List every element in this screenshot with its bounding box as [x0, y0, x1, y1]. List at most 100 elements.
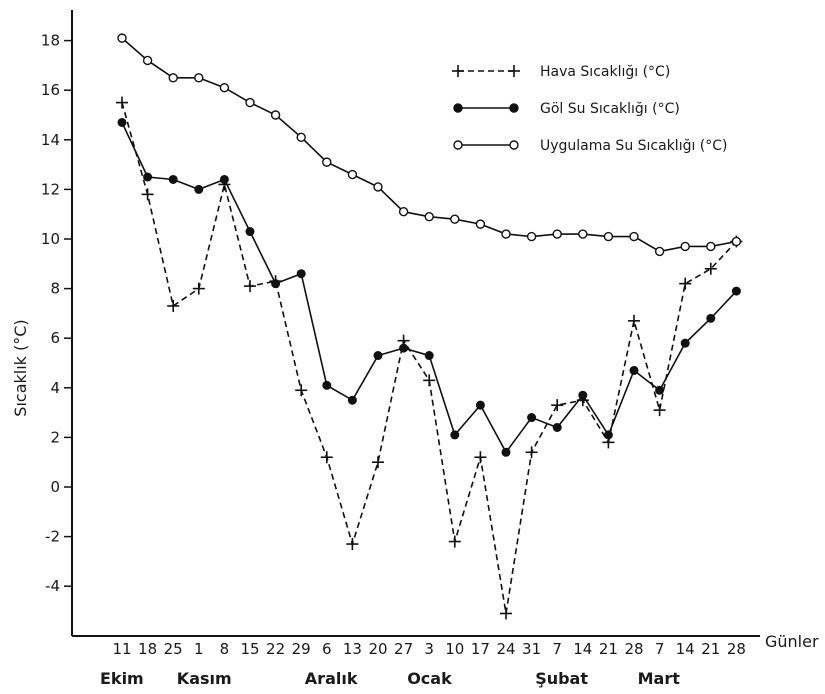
legend-marker [453, 103, 463, 113]
data-point [320, 451, 333, 464]
y-tick-label: 2 [50, 428, 60, 446]
x-tick-label: 1 [194, 640, 204, 658]
data-point [424, 211, 434, 222]
y-tick-label: 18 [41, 32, 60, 50]
data-point [552, 229, 562, 239]
series-line [121, 122, 737, 454]
y-tick-label: 8 [50, 280, 60, 298]
x-tick-label: 20 [368, 640, 387, 658]
x-tick-label: 11 [112, 640, 131, 658]
data-point [322, 157, 332, 167]
y-tick-label: 14 [41, 131, 60, 149]
x-tick-label: 8 [220, 640, 230, 658]
data-point [399, 343, 409, 353]
data-point [194, 184, 204, 194]
y-tick-label: 12 [41, 180, 60, 198]
legend-item: Hava Sıcaklığı (°C) [452, 64, 670, 80]
month-label: Şubat [535, 669, 588, 688]
y-axis: 18 16 14 12 10 8 6 4 2 0 -2 -4 [41, 10, 73, 636]
data-point [245, 227, 255, 237]
x-tick-label: 14 [573, 640, 592, 658]
data-point [322, 380, 332, 390]
data-point [603, 430, 613, 440]
data-point [116, 96, 128, 109]
data-point [526, 231, 537, 242]
month-label: Kasım [177, 669, 232, 688]
data-point [270, 110, 281, 120]
data-point [219, 83, 230, 93]
data-point [347, 395, 357, 405]
x-tick-label: 22 [266, 640, 285, 658]
data-point [295, 384, 308, 397]
y-tick-label: 10 [41, 230, 60, 248]
x-tick-label: 28 [624, 640, 643, 658]
data-point [578, 390, 588, 400]
data-point [501, 447, 511, 457]
data-point [474, 451, 487, 464]
x-tick-label: 7 [552, 640, 562, 658]
y-tick-label: 0 [50, 478, 60, 496]
legend: Hava Sıcaklığı (°C) Göl Su Sıcaklığı (°C)… [452, 64, 728, 154]
data-point [578, 229, 588, 239]
data-point [194, 73, 204, 83]
data-point [117, 117, 127, 127]
data-point [629, 365, 639, 375]
data-point [373, 351, 383, 361]
data-point [168, 73, 178, 83]
data-point [679, 277, 692, 290]
data-point [296, 269, 306, 279]
data-point [142, 55, 153, 66]
data-point [372, 456, 384, 469]
data-point [706, 241, 716, 252]
series-2 [117, 117, 741, 457]
data-point [655, 385, 665, 395]
month-label: Mart [638, 669, 681, 688]
data-point [654, 246, 665, 257]
data-point [680, 338, 690, 348]
data-point [525, 446, 538, 459]
data-point [450, 214, 460, 224]
legend-item: Göl Su Sıcaklığı (°C) [453, 101, 680, 117]
x-tick-label: 6 [322, 640, 332, 658]
data-point [450, 430, 460, 440]
x-tick-label: 14 [676, 640, 695, 658]
y-tick-label: -4 [45, 577, 60, 595]
data-point [117, 33, 127, 43]
data-point [244, 280, 256, 293]
data-point [629, 231, 639, 242]
y-tick-label: 16 [41, 81, 60, 99]
data-point [731, 236, 742, 247]
data-point [603, 231, 614, 242]
data-point [296, 132, 306, 143]
data-point [192, 282, 205, 295]
x-tick-label: 24 [496, 640, 515, 658]
x-tick-label: 31 [522, 640, 541, 658]
data-point [245, 97, 255, 108]
data-point [475, 219, 486, 229]
data-point [475, 400, 485, 410]
data-point [552, 422, 562, 432]
data-point [628, 314, 640, 327]
series-3 [117, 33, 742, 257]
x-tick-label: 13 [343, 640, 362, 658]
y-tick-label: 4 [50, 379, 60, 397]
month-label: Ekim [100, 669, 144, 688]
data-point [423, 374, 436, 387]
x-tick-label: 27 [394, 640, 413, 658]
x-tick-label: 3 [424, 640, 434, 658]
data-point [501, 229, 511, 239]
legend-marker [509, 103, 519, 113]
x-tick-label: 21 [701, 640, 720, 658]
data-point [680, 241, 690, 252]
x-axis-label: Günler [765, 632, 819, 651]
data-point [141, 188, 154, 201]
x-tick-label: 7 [655, 640, 665, 658]
series-layer [116, 33, 743, 620]
y-tick-label: 6 [50, 329, 60, 347]
legend-label: Göl Su Sıcaklığı (°C) [540, 101, 680, 117]
legend-item: Uygulama Su Sıcaklığı (°C) [453, 138, 728, 154]
data-point [448, 535, 461, 548]
data-point [346, 538, 359, 551]
data-point [373, 182, 383, 192]
